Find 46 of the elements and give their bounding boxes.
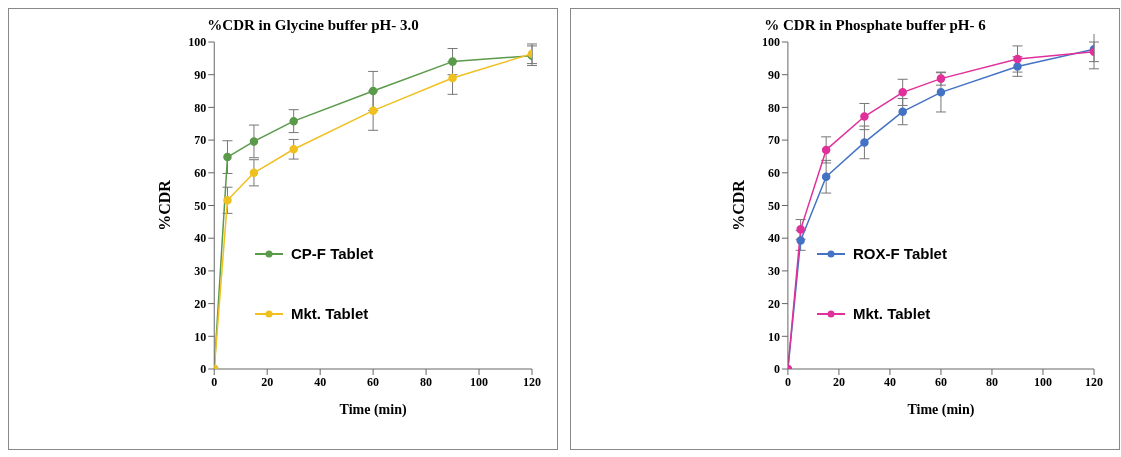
y-tick-label: 100 — [188, 35, 207, 50]
y-tick-label: 70 — [194, 133, 207, 148]
x-tick-label: 100 — [470, 374, 489, 389]
y-tick-label: 0 — [773, 362, 780, 377]
y-tick-label: 20 — [767, 296, 780, 311]
y-tick-label: 50 — [767, 198, 780, 213]
x-tick-label: 120 — [1085, 374, 1103, 389]
x-tick-label: 60 — [367, 374, 380, 389]
y-tick-label: 80 — [767, 100, 780, 115]
x-axis-title: Time (min) — [907, 402, 975, 418]
y-tick-label: 10 — [767, 329, 780, 344]
y-tick-label: 10 — [194, 329, 207, 344]
y-tick-label: 50 — [194, 198, 207, 213]
x-tick-label: 40 — [314, 374, 327, 389]
y-tick-label: 80 — [194, 100, 207, 115]
y-axis-title: %CDR — [729, 179, 747, 231]
x-tick-label: 0 — [211, 374, 218, 389]
chart-title: %CDR in Glycine buffer pH- 3.0 — [206, 17, 420, 34]
y-tick-label: 60 — [767, 166, 780, 181]
y-tick-label: 40 — [767, 231, 780, 246]
x-tick-label: 20 — [832, 374, 845, 389]
x-tick-label: 40 — [883, 374, 896, 389]
legend-label: ROX-F Tablet — [853, 244, 947, 264]
y-tick-label: 100 — [761, 35, 780, 50]
x-tick-label: 80 — [420, 374, 433, 389]
y-axis-title: %CDR — [155, 179, 173, 231]
y-tick-label: 70 — [767, 133, 780, 148]
legend-label: Mkt. Tablet — [291, 304, 369, 324]
y-tick-label: 40 — [194, 231, 207, 246]
x-tick-label: 80 — [985, 374, 998, 389]
legend-label: CP-F Tablet — [291, 244, 374, 264]
y-tick-label: 20 — [194, 296, 207, 311]
y-tick-label: 30 — [767, 264, 780, 279]
chart-title: % CDR in Phosphate buffer pH- 6 — [763, 17, 987, 34]
y-tick-label: 30 — [194, 264, 207, 279]
x-tick-label: 120 — [523, 374, 541, 389]
y-tick-label: 0 — [200, 362, 207, 377]
x-tick-label: 20 — [261, 374, 274, 389]
x-tick-label: 100 — [1033, 374, 1052, 389]
y-tick-label: 90 — [767, 67, 780, 82]
y-tick-label: 60 — [194, 166, 207, 181]
legend-label: Mkt. Tablet — [853, 304, 931, 324]
x-axis-title: Time (min) — [339, 402, 407, 418]
x-tick-label: 60 — [934, 374, 947, 389]
y-tick-label: 90 — [194, 67, 207, 82]
x-tick-label: 0 — [784, 374, 791, 389]
